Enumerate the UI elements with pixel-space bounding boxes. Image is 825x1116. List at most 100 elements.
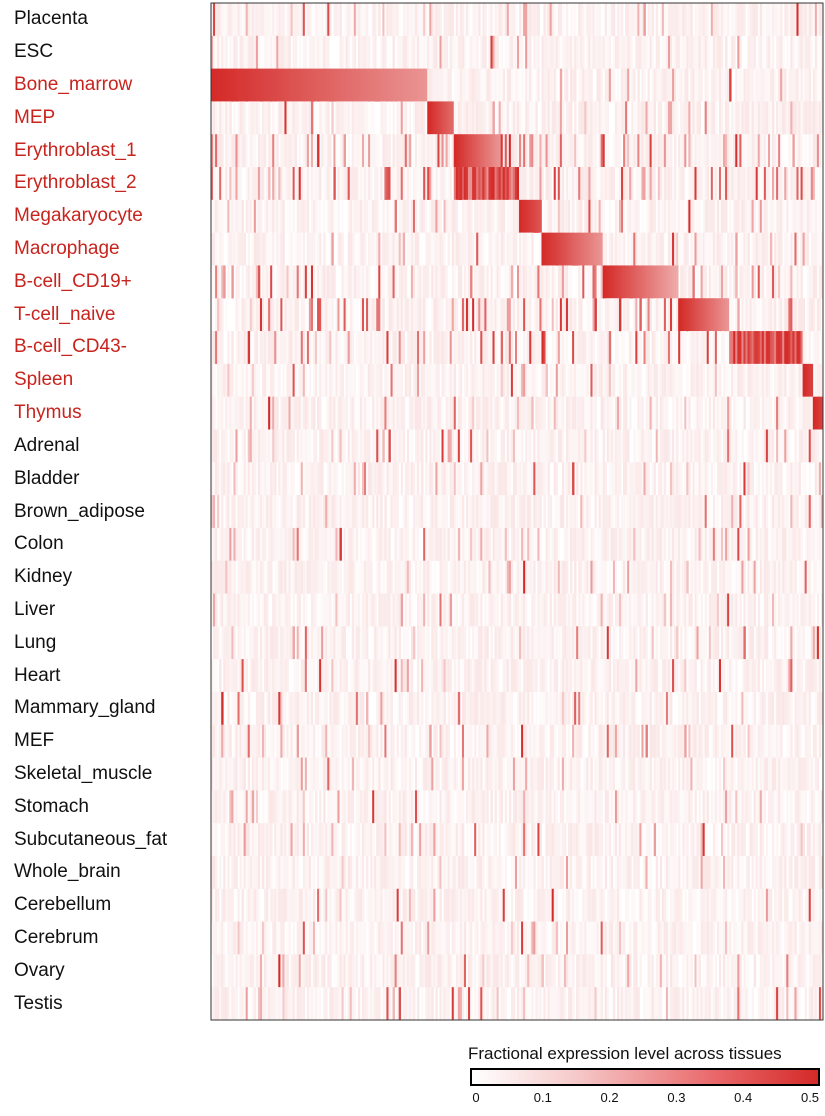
heatmap-cell	[359, 363, 363, 397]
heatmap-cell	[774, 495, 777, 529]
heatmap-cell	[257, 560, 261, 594]
heatmap-cell	[696, 331, 699, 365]
heatmap-cell	[661, 363, 665, 397]
heatmap-cell	[543, 462, 546, 496]
heatmap-cell	[680, 560, 683, 594]
heatmap-cell	[270, 3, 273, 37]
heatmap-cell	[415, 265, 418, 299]
heatmap-cell	[337, 298, 340, 332]
heatmap-cell	[700, 167, 703, 201]
heatmap-cell	[698, 429, 701, 463]
heatmap-cell	[225, 3, 228, 37]
heatmap-cell	[565, 68, 569, 102]
heatmap-cell	[535, 396, 538, 430]
heatmap-cell	[364, 560, 367, 594]
heatmap-cell	[298, 199, 302, 233]
heatmap-cell	[404, 134, 408, 168]
heatmap-cell	[637, 68, 640, 102]
heatmap-cell	[286, 265, 289, 299]
heatmap-cell	[253, 35, 257, 69]
heatmap-cell	[335, 593, 338, 627]
heatmap-cell	[541, 265, 544, 299]
heatmap-cell	[800, 331, 803, 365]
heatmap-cell	[508, 3, 512, 37]
heatmap-cell	[294, 396, 298, 430]
heatmap-cell	[406, 593, 410, 627]
heatmap-cell	[714, 134, 718, 168]
heatmap-cell	[655, 560, 659, 594]
heatmap-cell	[643, 331, 646, 365]
heatmap-cell	[468, 35, 471, 69]
heatmap-cell	[588, 429, 591, 463]
heatmap-cell	[761, 265, 765, 299]
heatmap-cell	[553, 35, 557, 69]
heatmap-cell	[798, 298, 801, 332]
heatmap-cell	[653, 363, 657, 397]
heatmap-cell	[704, 462, 708, 496]
heatmap-cell	[364, 527, 367, 561]
heatmap-cell	[710, 560, 714, 594]
heatmap-cell	[527, 68, 530, 102]
heatmap-cell	[690, 68, 693, 102]
heatmap-cell	[816, 199, 820, 233]
heatmap-cell	[525, 429, 528, 463]
heatmap-cell	[755, 3, 759, 37]
heatmap-cell	[721, 199, 724, 233]
heatmap-cell	[327, 134, 330, 168]
heatmap-cell	[584, 265, 587, 299]
heatmap-cell	[229, 199, 232, 233]
heatmap-cell	[217, 298, 220, 332]
heatmap-cell	[459, 68, 463, 102]
heatmap-cell	[361, 396, 365, 430]
heatmap-cell	[539, 560, 542, 594]
heatmap-cell	[470, 35, 473, 69]
heatmap-cell	[374, 298, 377, 332]
heatmap-cell	[257, 35, 261, 69]
heatmap-cell	[651, 101, 655, 135]
heatmap-cell	[235, 3, 238, 37]
heatmap-cell	[594, 298, 597, 332]
heatmap-cell	[441, 495, 444, 529]
heatmap-cell	[665, 101, 669, 135]
heatmap-cell	[529, 232, 532, 266]
heatmap-cell	[361, 495, 365, 529]
heatmap-cell	[253, 167, 257, 201]
heatmap-cell	[712, 134, 716, 168]
heatmap-cell	[347, 68, 351, 102]
heatmap-cell	[790, 232, 793, 266]
heatmap-cell	[684, 462, 687, 496]
heatmap-cell	[249, 396, 253, 430]
heatmap-cell	[598, 560, 601, 594]
heatmap-cell	[557, 232, 561, 266]
heatmap-cell	[561, 331, 565, 365]
heatmap-cell	[431, 199, 434, 233]
heatmap-cell	[608, 396, 612, 430]
heatmap-cell	[774, 3, 777, 37]
heatmap-cell	[215, 199, 218, 233]
heatmap-cell	[657, 527, 661, 561]
heatmap-cell	[268, 298, 271, 332]
heatmap-cell	[341, 363, 344, 397]
heatmap-cell	[578, 68, 581, 102]
heatmap-cell	[339, 3, 342, 37]
heatmap-cell	[706, 167, 710, 201]
heatmap-cell	[782, 167, 785, 201]
heatmap-cell	[304, 429, 308, 463]
heatmap-cell	[292, 101, 295, 135]
heatmap-cell	[380, 495, 383, 529]
heatmap-cell	[266, 429, 269, 463]
heatmap-cell	[512, 101, 516, 135]
heatmap-cell	[335, 331, 338, 365]
heatmap-cell	[561, 593, 565, 627]
heatmap-cell	[274, 35, 277, 69]
heatmap-cell	[335, 298, 338, 332]
row-label-testis: Testis	[14, 992, 63, 1014]
heatmap-cell	[366, 134, 369, 168]
heatmap-cell	[788, 68, 791, 102]
heatmap-cell	[296, 167, 300, 201]
heatmap-cell	[757, 396, 761, 430]
heatmap-cell	[670, 331, 673, 365]
heatmap-cell	[449, 363, 453, 397]
heatmap-cell	[474, 363, 477, 397]
heatmap-cell	[470, 560, 473, 594]
